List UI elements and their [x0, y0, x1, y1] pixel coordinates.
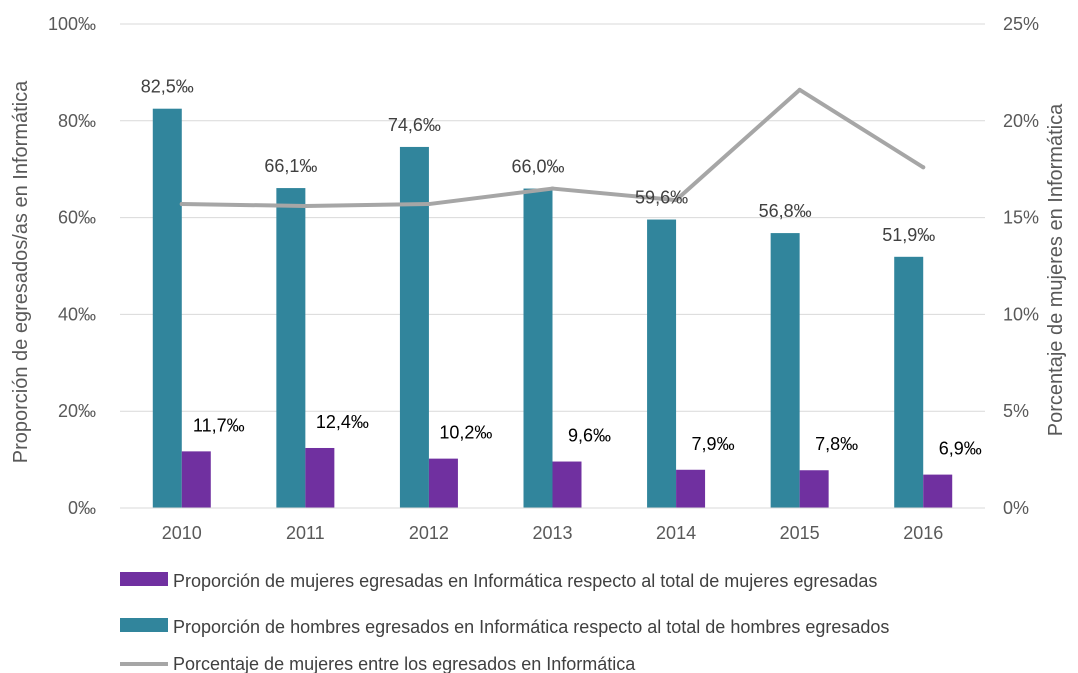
bar-women-2016[interactable] — [923, 474, 953, 508]
legend-item-men[interactable]: Proporción de hombres egresados en Infor… — [120, 617, 889, 637]
bars — [152, 108, 953, 509]
legend-swatch-women — [120, 572, 168, 586]
line-series — [179, 87, 926, 208]
line-point-2012 — [426, 202, 431, 207]
data-label-men-2015: 56,8‰ — [759, 201, 812, 221]
line-point-2011 — [303, 203, 308, 208]
bar-women-2011[interactable] — [305, 447, 335, 508]
legend-label-men: Proporción de hombres egresados en Infor… — [173, 617, 889, 637]
data-label-women-2016: 6,9‰ — [939, 439, 982, 459]
x-tick-label: 2016 — [903, 523, 943, 543]
data-label-women-2010: 11,7‰ — [193, 415, 245, 435]
bar-men-2010[interactable] — [152, 108, 182, 508]
legend-item-women[interactable]: Proporción de mujeres egresadas en Infor… — [120, 571, 877, 591]
bar-men-2016[interactable] — [894, 256, 924, 508]
data-label-men-2010: 82,5‰ — [141, 77, 194, 97]
legend: Proporción de mujeres egresadas en Infor… — [120, 571, 889, 673]
axes: 0‰ 20‰ 40‰ 60‰ 80‰ 100‰ 0% 5% 10% 15% 20% 25% 2010 20… — [48, 14, 1039, 543]
data-label-women-2011: 12,4‰ — [316, 412, 369, 432]
y2-tick-label: 10% — [1003, 304, 1039, 324]
bar-men-2014[interactable] — [647, 219, 677, 508]
data-label-men-2014: 59,6‰ — [635, 188, 688, 208]
y2-tick-label: 20% — [1003, 111, 1039, 131]
bar-men-2011[interactable] — [276, 188, 306, 509]
y-tick-label: 20‰ — [58, 401, 96, 421]
x-tick-label: 2015 — [780, 523, 820, 543]
legend-label-share: Porcentaje de mujeres entre los egresado… — [173, 654, 636, 673]
data-label-women-2012: 10,2‰ — [439, 423, 492, 443]
data-label-men-2012: 74,6‰ — [388, 115, 441, 135]
bar-women-2014[interactable] — [676, 469, 706, 508]
y-tick-label: 100‰ — [48, 14, 96, 34]
x-tick-label: 2012 — [409, 523, 449, 543]
x-tick-label: 2014 — [656, 523, 696, 543]
bar-women-2012[interactable] — [428, 458, 458, 508]
y-tick-label: 60‰ — [58, 208, 96, 228]
legend-swatch-men — [120, 618, 168, 632]
bar-women-2015[interactable] — [799, 470, 829, 508]
data-label-men-2016: 51,9‰ — [882, 225, 935, 245]
data-label-women-2013: 9,6‰ — [568, 426, 611, 446]
bar-men-2012[interactable] — [399, 146, 429, 508]
y-tick-label: 0‰ — [68, 498, 96, 518]
bar-women-2010[interactable] — [181, 451, 211, 508]
bar-men-2013[interactable] — [523, 188, 553, 508]
y2-tick-label: 25% — [1003, 14, 1039, 34]
line-point-2015 — [797, 87, 802, 92]
legend-item-share[interactable]: Porcentaje de mujeres entre los egresado… — [120, 654, 636, 673]
line-point-2014 — [674, 198, 679, 203]
y-tick-label: 80‰ — [58, 111, 96, 131]
bar-women-2013[interactable] — [552, 461, 582, 508]
data-label-men-2013: 66,0‰ — [511, 157, 564, 177]
y2-tick-label: 5% — [1003, 401, 1029, 421]
line-point-2013 — [550, 186, 555, 191]
line-point-2010 — [179, 202, 184, 207]
y2-tick-label: 15% — [1003, 208, 1039, 228]
y2-tick-label: 0% — [1003, 498, 1029, 518]
data-label-women-2015: 7,8‰ — [815, 434, 858, 454]
y-tick-label: 40‰ — [58, 304, 96, 324]
y2-axis-title: Porcentaje de mujeres en Informática — [1045, 103, 1067, 436]
data-label-men-2011: 66,1‰ — [264, 156, 317, 176]
bar-men-2015[interactable] — [770, 233, 800, 508]
y-axis-title: Proporción de egresados/as en Informátic… — [10, 80, 32, 463]
line-point-2016 — [921, 165, 926, 170]
data-label-women-2014: 7,9‰ — [692, 434, 735, 454]
x-tick-label: 2011 — [286, 523, 325, 543]
x-tick-label: 2013 — [532, 523, 572, 543]
legend-label-women: Proporción de mujeres egresadas en Infor… — [173, 571, 877, 591]
x-tick-label: 2010 — [162, 523, 202, 543]
data-labels: 82,5‰ 11,7‰ 66,1‰ 12,4‰ 74,6‰ 10,2‰ 66,0‰ 9,6‰ 5… — [141, 77, 982, 459]
